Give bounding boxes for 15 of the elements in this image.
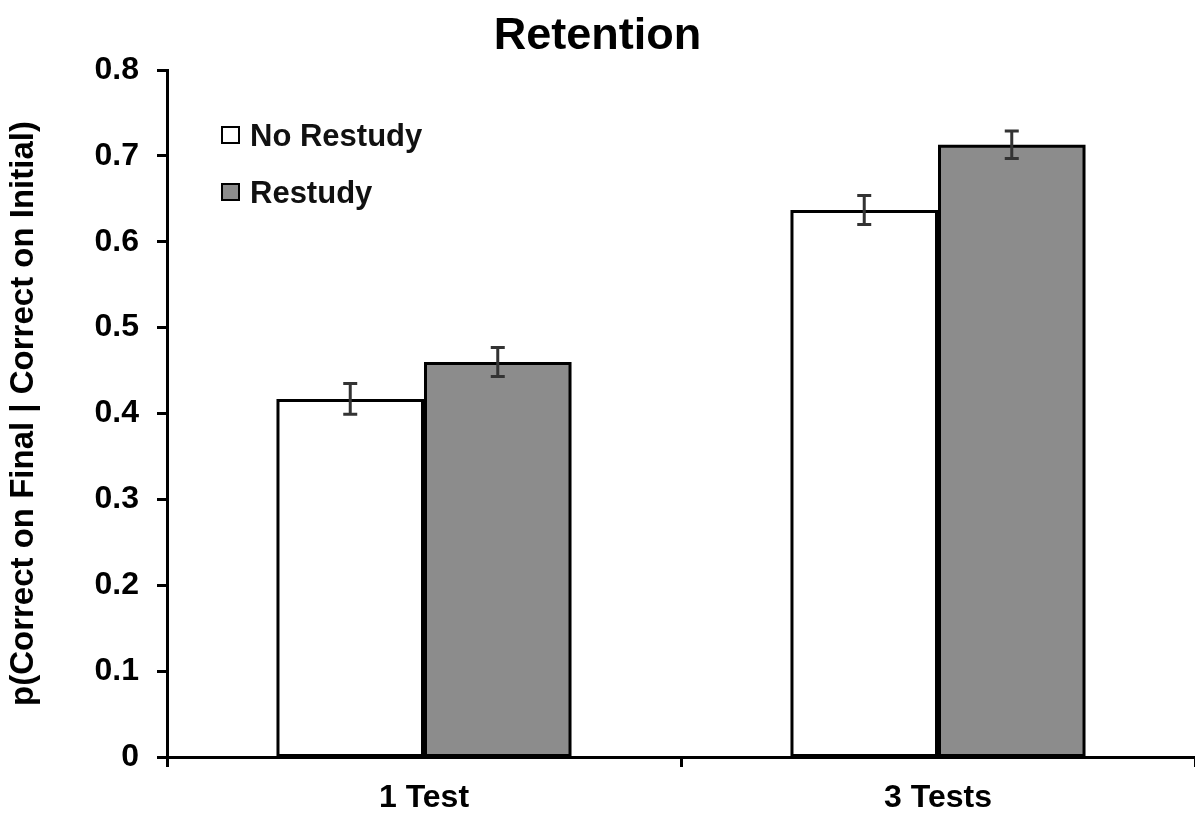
x-tick-label: 3 Tests <box>884 778 992 815</box>
y-tick-label: 0.7 <box>94 135 139 172</box>
y-tick-label: 0.8 <box>94 49 139 86</box>
legend-label: Restudy <box>250 175 374 211</box>
y-tick-label: 0.4 <box>94 393 140 430</box>
y-tick-label: 0 <box>121 736 139 773</box>
y-axis-title: p(Correct on Final | Correct on Initial) <box>2 121 40 706</box>
y-tick-label: 0.6 <box>94 221 139 258</box>
y-tick-label: 0.2 <box>94 565 139 602</box>
chart-title: Retention <box>493 8 702 60</box>
y-tick-label: 0.1 <box>94 650 139 687</box>
legend-label: No Restudy <box>250 118 423 154</box>
y-tick-label: 0.5 <box>94 307 139 344</box>
x-tick-label: 1 Test <box>378 778 470 815</box>
y-tick-label: 0.3 <box>94 479 139 516</box>
